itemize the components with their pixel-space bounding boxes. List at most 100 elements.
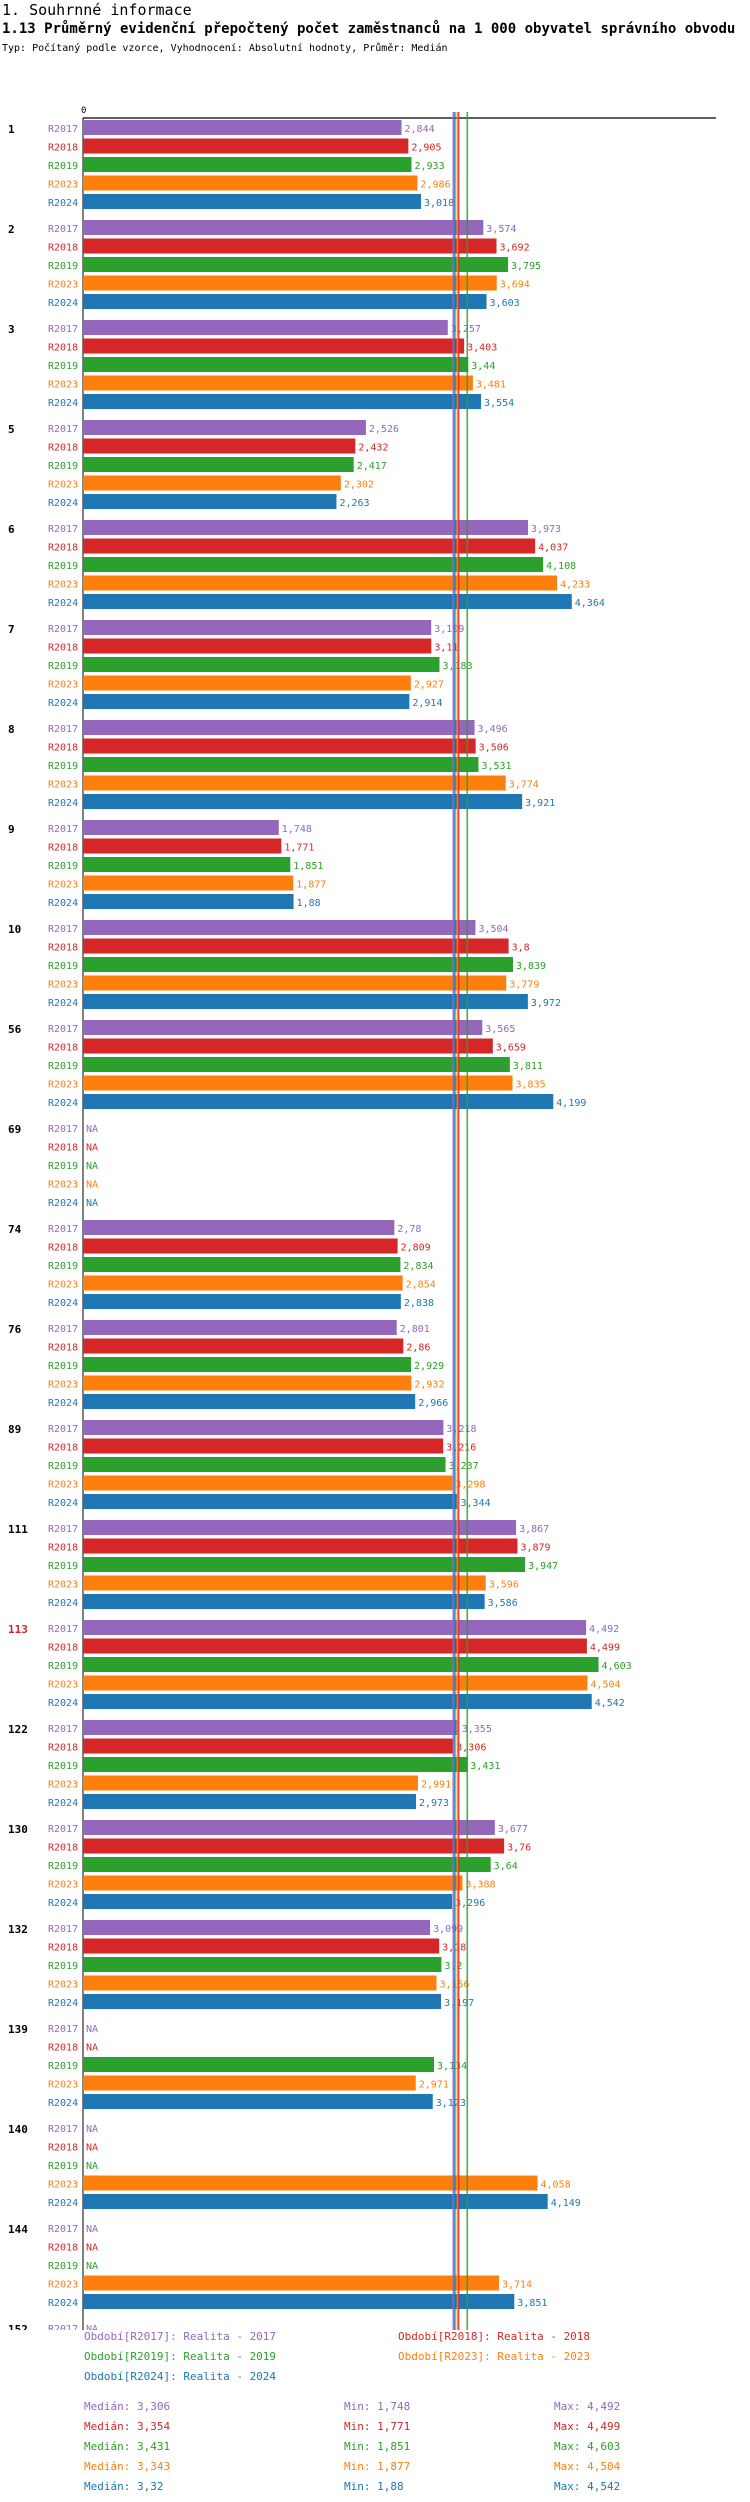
- bar-chart: 0 1 R2017 2,844 R2018 2,905 R2019 2,933 R2023 2,9…: [8, 106, 716, 2330]
- value-label: 2,966: [418, 1398, 448, 1409]
- bar-1-r2023: [83, 175, 418, 191]
- value-label: 3,296: [455, 1898, 485, 1909]
- series-label: R2024: [48, 298, 78, 309]
- series-label: R2024: [48, 1298, 78, 1309]
- series-label: R2023: [48, 2280, 78, 2291]
- bar-3-r2023: [83, 375, 473, 391]
- bar-3-r2019: [83, 357, 469, 372]
- series-label: R2023: [48, 1680, 78, 1691]
- series-label: R2017: [48, 824, 78, 835]
- bar-76-r2024: [83, 1394, 416, 1409]
- series-label: R2023: [48, 1480, 78, 1491]
- series-label: R2019: [48, 1861, 78, 1872]
- bar-122-r2024: [83, 1794, 416, 1809]
- value-label: 2,932: [414, 1380, 444, 1391]
- value-label: 2,933: [414, 161, 444, 172]
- bar-8-r2023: [83, 775, 506, 791]
- group-label-139: 139: [8, 2023, 28, 2036]
- value-label: 3,779: [509, 980, 539, 991]
- series-label: R2018: [48, 843, 78, 854]
- series-label: R2023: [48, 2080, 78, 2091]
- bar-56-r2017: [83, 1020, 483, 1035]
- bar-76-r2017: [83, 1320, 397, 1335]
- chart-subtitle: Typ: Počítaný podle vzorce, Vyhodnocení:…: [2, 43, 448, 54]
- stat-median-r2017: Medián: 3,306: [84, 2400, 171, 2413]
- legend-entry-r2024: Období[R2024]: Realita - 2024: [84, 2370, 277, 2383]
- series-label: R2024: [48, 798, 78, 809]
- series-label: R2019: [48, 2061, 78, 2072]
- stat-min-r2017: Min: 1,748: [344, 2400, 411, 2413]
- series-label: R2023: [48, 1980, 78, 1991]
- bar-6-r2024: [83, 594, 572, 609]
- bar-89-r2019: [83, 1457, 446, 1472]
- bar-144-r2023: [83, 2275, 499, 2291]
- bar-132-r2017: [83, 1920, 431, 1935]
- bar-111-r2019: [83, 1557, 526, 1572]
- bar-140-r2024: [83, 2194, 548, 2209]
- value-label: 3,76: [507, 1843, 531, 1854]
- na-label: NA: [86, 2161, 98, 2172]
- bar-7-r2018: [83, 638, 432, 654]
- bar-56-r2024: [83, 1094, 554, 1109]
- value-label: 3,603: [490, 298, 520, 309]
- bar-8-r2024: [83, 794, 523, 809]
- bar-139-r2019: [83, 2057, 435, 2072]
- bar-111-r2018: [83, 1538, 518, 1554]
- bar-5-r2018: [83, 438, 356, 454]
- bar-10-r2017: [83, 920, 476, 935]
- series-label: R2023: [48, 580, 78, 591]
- value-label: 4,364: [575, 598, 605, 609]
- group-label-89: 89: [8, 1423, 21, 1436]
- series-label: R2023: [48, 1380, 78, 1391]
- series-label: R2017: [48, 1124, 78, 1135]
- value-label: 3,554: [484, 398, 514, 409]
- value-label: 2,854: [406, 1280, 436, 1291]
- stat-min-r2019: Min: 1,851: [344, 2440, 411, 2453]
- value-label: 4,149: [551, 2198, 581, 2209]
- series-label: R2018: [48, 1543, 78, 1554]
- group-label-140: 140: [8, 2123, 28, 2136]
- bar-130-r2019: [83, 1857, 491, 1872]
- bar-6-r2017: [83, 520, 528, 535]
- value-label: 3,216: [446, 1443, 476, 1454]
- series-label: R2019: [48, 161, 78, 172]
- bar-5-r2017: [83, 420, 366, 435]
- bar-130-r2023: [83, 1875, 463, 1891]
- na-label: NA: [86, 2324, 98, 2330]
- series-label: R2023: [48, 1080, 78, 1091]
- series-label: R2019: [48, 1661, 78, 1672]
- series-label: R2017: [48, 2224, 78, 2235]
- group-label-8: 8: [8, 723, 15, 736]
- series-label: R2019: [48, 561, 78, 572]
- value-label: 3,596: [489, 1580, 519, 1591]
- bar-2-r2017: [83, 220, 484, 235]
- value-label: 2,526: [369, 424, 399, 435]
- value-label: 3,947: [528, 1561, 558, 1572]
- group-label-3: 3: [8, 323, 15, 336]
- bar-9-r2017: [83, 820, 279, 835]
- value-label: 4,037: [538, 543, 568, 554]
- na-label: NA: [86, 2243, 98, 2254]
- series-label: R2018: [48, 2143, 78, 2154]
- series-label: R2019: [48, 1261, 78, 1272]
- series-label: R2019: [48, 661, 78, 672]
- bar-5-r2019: [83, 457, 354, 472]
- series-label: R2018: [48, 643, 78, 654]
- bar-56-r2019: [83, 1057, 510, 1072]
- value-label: 1,771: [284, 843, 314, 854]
- series-label: R2018: [48, 2043, 78, 2054]
- value-label: 3,109: [434, 624, 464, 635]
- value-label: 3,506: [479, 743, 509, 754]
- series-label: R2024: [48, 1498, 78, 1509]
- bar-111-r2017: [83, 1520, 517, 1535]
- group-label-111: 111: [8, 1523, 28, 1536]
- value-label: 3,355: [462, 1724, 492, 1735]
- series-label: R2024: [48, 198, 78, 209]
- series-label: R2017: [48, 2324, 78, 2330]
- series-label: R2018: [48, 1243, 78, 1254]
- series-label: R2019: [48, 2161, 78, 2172]
- series-label: R2024: [48, 898, 78, 909]
- bar-1-r2017: [83, 120, 402, 135]
- series-label: R2019: [48, 1461, 78, 1472]
- series-label: R2018: [48, 1343, 78, 1354]
